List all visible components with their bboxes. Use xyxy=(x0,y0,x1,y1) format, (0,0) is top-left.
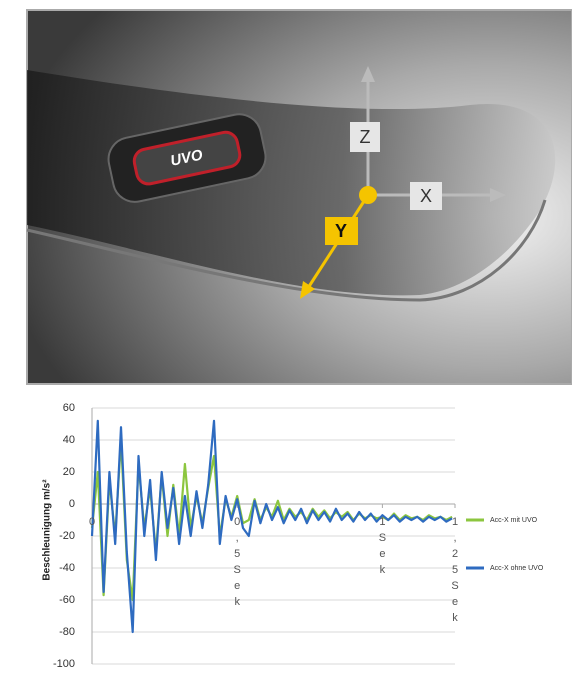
series-line xyxy=(90,419,453,634)
x-label: X xyxy=(420,186,432,206)
y-axis-title: Beschleunigung m/s² xyxy=(42,479,53,581)
origin xyxy=(359,186,377,204)
x-tick-label: 0,5 Sek xyxy=(233,516,244,608)
x-arrow xyxy=(490,188,506,202)
y-tick-label: -40 xyxy=(59,562,75,574)
ski-edge xyxy=(26,199,547,302)
x-box xyxy=(410,182,442,210)
z-arrow xyxy=(361,66,375,82)
z-box xyxy=(350,122,380,152)
y-tick-label: 20 xyxy=(63,466,75,478)
y-tick-label: -60 xyxy=(59,594,75,606)
legend-label: Acc-X mit UVO xyxy=(490,517,538,524)
legend-label: Acc-X ohne UVO xyxy=(490,565,544,572)
z-label: Z xyxy=(360,127,371,147)
x-tick-label: 1,25 Sek xyxy=(451,516,462,624)
y-tick-label: 40 xyxy=(63,434,75,446)
y-label: Y xyxy=(335,221,347,241)
y-tick-label: 0 xyxy=(69,498,75,510)
y-tick-label: -100 xyxy=(53,658,75,670)
y-tick-label: -20 xyxy=(59,530,75,542)
y-tick-label: -80 xyxy=(59,626,75,638)
y-box xyxy=(325,217,358,245)
binding: UVO xyxy=(107,113,267,203)
y-tick-label: 60 xyxy=(63,402,75,414)
svg-text:UVO: UVO xyxy=(169,146,205,169)
x-tick-label: 1 Sek xyxy=(378,516,389,576)
ski xyxy=(27,70,556,296)
x-tick-label: 0 xyxy=(88,516,96,528)
y-arrow xyxy=(300,281,315,299)
